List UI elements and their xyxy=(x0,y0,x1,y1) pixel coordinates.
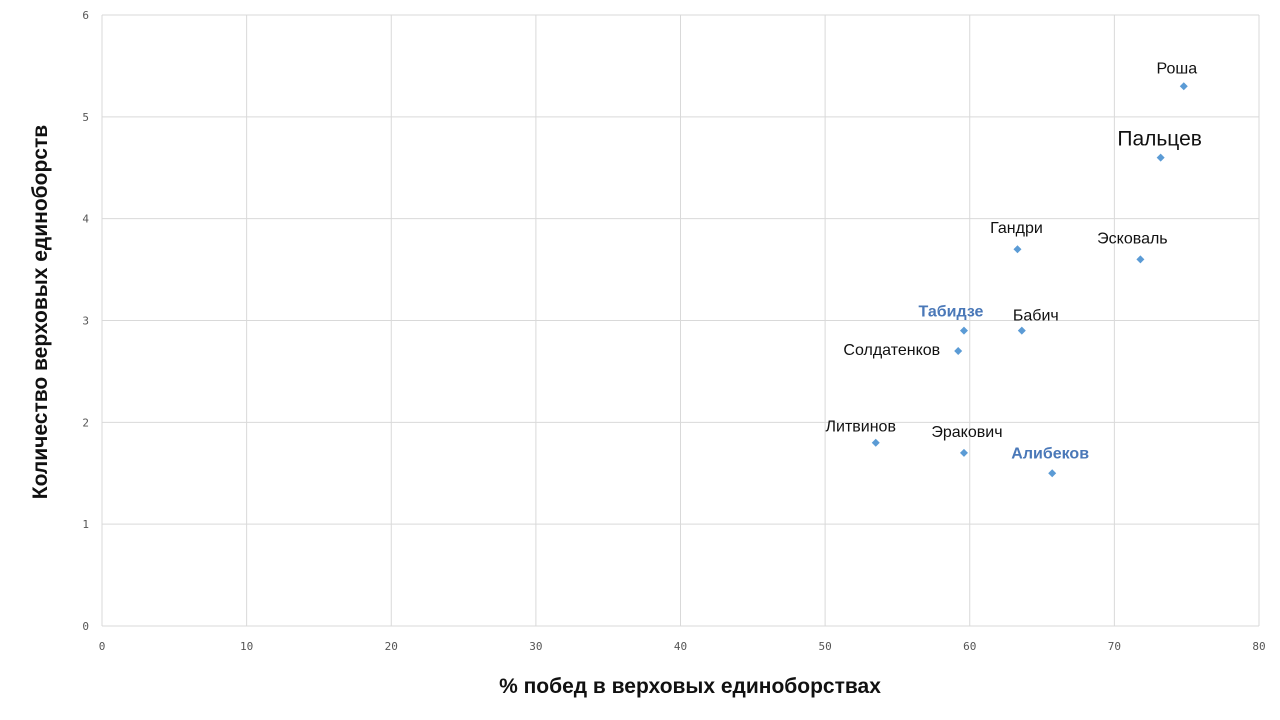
data-point xyxy=(954,347,963,356)
y-tick-label: 1 xyxy=(82,518,89,531)
point-label: Эсковаль xyxy=(1097,230,1167,247)
y-tick-label: 6 xyxy=(82,9,89,22)
y-axis-title: Количество верховых единоборств xyxy=(29,125,52,499)
data-points xyxy=(871,82,1188,478)
y-tick-label: 3 xyxy=(82,315,89,328)
point-labels: Роша Пальцев Гандри Эсковаль Табидзе Бабич Сол… xyxy=(826,60,1202,462)
x-tick-label: 20 xyxy=(385,640,398,653)
data-point xyxy=(871,438,880,447)
point-label: Пальцев xyxy=(1117,128,1202,151)
point-label: Алибеков xyxy=(1011,445,1089,462)
point-label: Солдатенков xyxy=(843,342,940,359)
data-point xyxy=(1179,82,1188,91)
y-axis-ticks: 0 1 2 3 4 5 6 xyxy=(82,9,89,633)
y-tick-label: 0 xyxy=(82,620,89,633)
x-axis-ticks: 0 10 20 30 40 50 60 70 80 xyxy=(99,640,1266,653)
x-tick-label: 40 xyxy=(674,640,687,653)
point-label: Роша xyxy=(1156,60,1197,77)
x-tick-label: 10 xyxy=(240,640,253,653)
x-axis-title: % побед в верховых единоборствах xyxy=(499,675,881,698)
y-tick-label: 2 xyxy=(82,416,89,429)
point-label: Литвинов xyxy=(826,419,896,436)
point-label: Гандри xyxy=(990,220,1043,237)
point-label: Табидзе xyxy=(918,304,983,321)
x-tick-label: 30 xyxy=(529,640,542,653)
data-point xyxy=(1048,469,1057,478)
data-point xyxy=(959,326,968,335)
x-tick-label: 50 xyxy=(819,640,832,653)
y-tick-label: 5 xyxy=(82,111,89,124)
x-tick-label: 0 xyxy=(99,640,106,653)
x-tick-label: 60 xyxy=(963,640,976,653)
data-point xyxy=(1136,255,1145,264)
point-label: Эракович xyxy=(931,424,1002,441)
grid-lines xyxy=(101,14,1260,627)
data-point xyxy=(1017,326,1026,335)
x-tick-label: 70 xyxy=(1108,640,1121,653)
x-tick-label: 80 xyxy=(1252,640,1265,653)
data-point xyxy=(959,448,968,457)
data-point xyxy=(1156,153,1165,162)
data-point xyxy=(1013,245,1022,254)
point-label: Бабич xyxy=(1013,308,1059,325)
y-tick-label: 4 xyxy=(82,213,89,226)
